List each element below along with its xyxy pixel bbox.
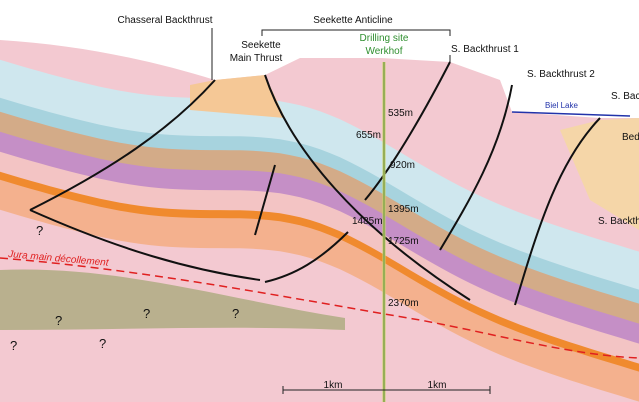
fault <box>29 79 216 211</box>
fault <box>264 231 349 283</box>
fault <box>364 61 451 201</box>
label: S. Backthrust 1 <box>451 44 519 55</box>
label: Seekette <box>241 40 281 51</box>
label: S. Backth <box>598 216 639 227</box>
sky <box>0 0 639 118</box>
fault <box>514 117 601 306</box>
unknown: ? <box>36 223 43 238</box>
unknown: ? <box>232 306 239 321</box>
unknown-unit <box>0 269 345 330</box>
label: Werkhof <box>365 46 402 57</box>
label: Bed <box>622 132 639 143</box>
unknown: ? <box>10 338 17 353</box>
unknown: ? <box>55 313 62 328</box>
chasseral-block <box>190 75 285 118</box>
label: Seekette Anticline <box>313 15 393 26</box>
depth: 1485m <box>352 216 383 227</box>
label: S. Back <box>611 91 639 102</box>
depth: 1725m <box>388 236 419 247</box>
fault <box>439 84 513 251</box>
depth: 1395m <box>388 204 419 215</box>
scale-label: 1km <box>428 380 447 391</box>
label: Main Thrust <box>230 53 283 64</box>
fault <box>254 164 276 236</box>
scale-bar <box>282 386 491 394</box>
label: Drilling site <box>360 33 409 44</box>
depth: 920m <box>390 160 415 171</box>
unknown: ? <box>99 336 106 351</box>
fault <box>29 209 261 281</box>
lake-surface <box>511 111 631 117</box>
label: S. Backthrust 2 <box>527 69 595 80</box>
bracket <box>261 29 451 36</box>
label: Chasseral Backthrust <box>117 15 212 26</box>
unknown: ? <box>143 306 150 321</box>
depth: 2370m <box>388 298 419 309</box>
decollement <box>0 257 639 359</box>
fault <box>264 74 471 301</box>
depth: 535m <box>388 108 413 119</box>
scale-label: 1km <box>324 380 343 391</box>
lake-sediment <box>560 118 639 230</box>
label: Biel Lake <box>545 101 578 110</box>
depth: 655m <box>356 130 381 141</box>
